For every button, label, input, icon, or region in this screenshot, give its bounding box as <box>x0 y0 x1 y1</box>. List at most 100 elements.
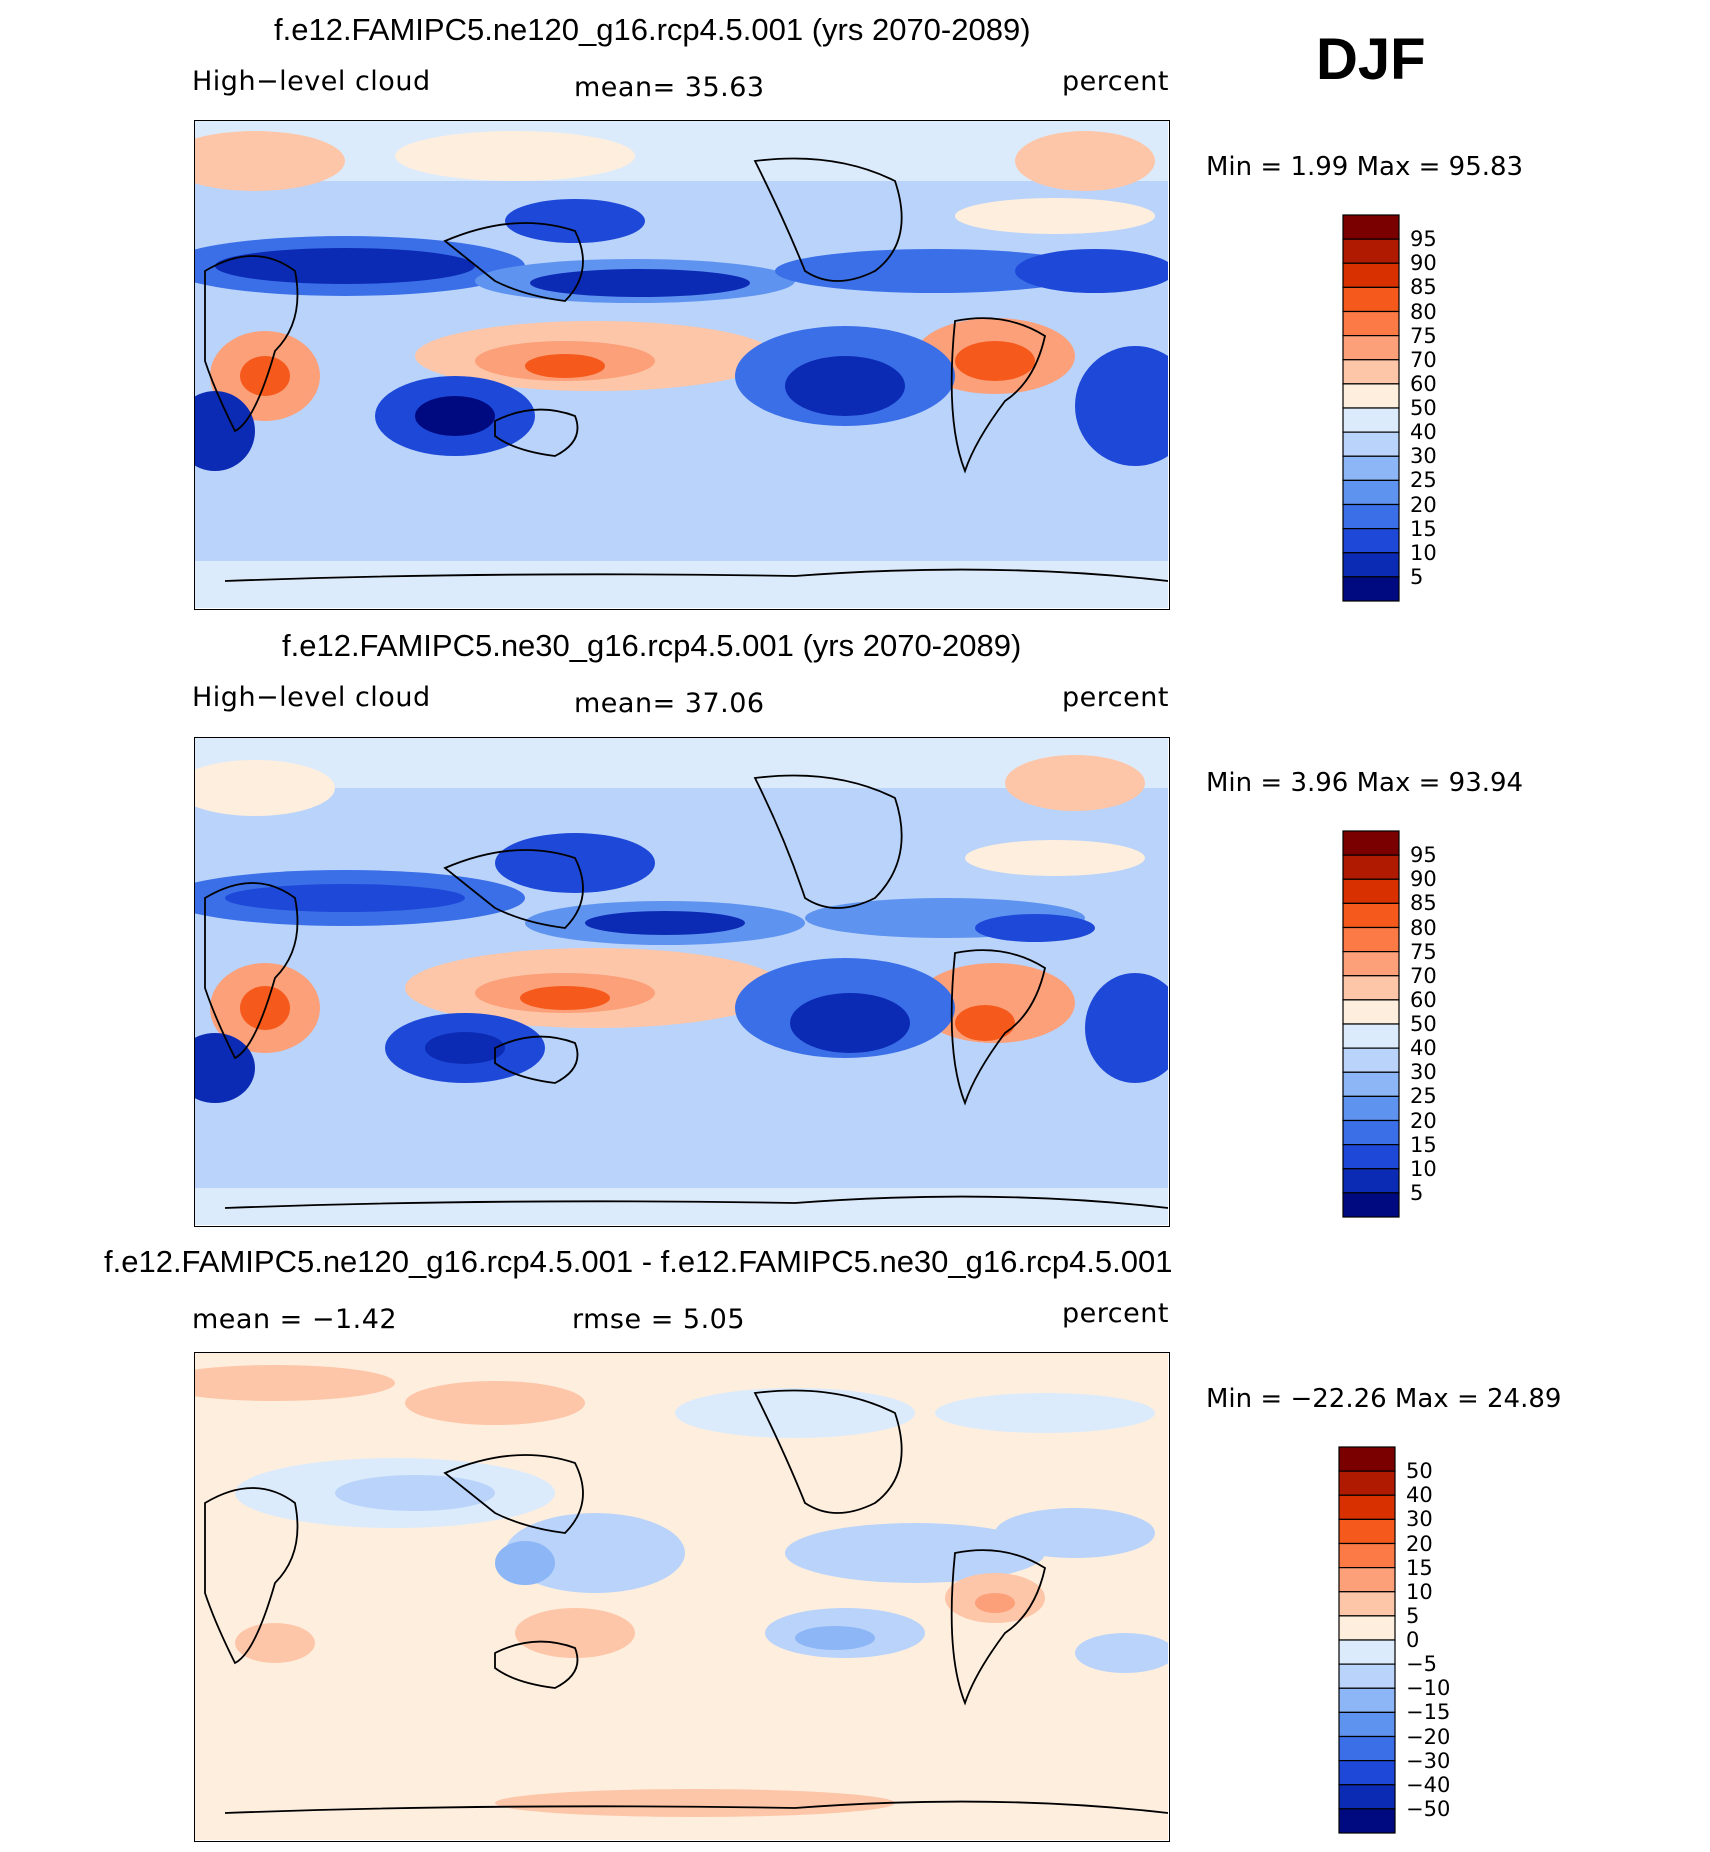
panel2-colorbar-tick-label: 90 <box>1410 867 1437 892</box>
panel2-colorbar-svg <box>1342 830 1400 1218</box>
panel2-colorbar-swatch <box>1342 1047 1400 1073</box>
panel2-region-caribbean <box>975 914 1095 942</box>
panel1-units: percent <box>1062 66 1169 97</box>
panel2-region-s-atlantic <box>1085 973 1169 1083</box>
panel3-rmse: rmse = 5.05 <box>572 1304 746 1335</box>
panel1-region-s-atlantic-west <box>195 391 255 471</box>
panel2-coastlines <box>204 774 1169 1209</box>
panel3-colorbar-tick-label: −50 <box>1406 1796 1451 1821</box>
panel2-colorbar-swatch <box>1342 1119 1400 1146</box>
panel3-colorbar-tick-label: −10 <box>1406 1676 1451 1701</box>
panel1-colorbar-swatch <box>1342 431 1400 457</box>
panel2-colorbar-tick-label: 30 <box>1410 1060 1437 1085</box>
panel3-colorbar-tick-label: 20 <box>1406 1531 1433 1556</box>
panel3-colorbar-svg <box>1338 1446 1396 1834</box>
panel1-region-se-pacific-core <box>785 356 905 416</box>
panel2-colorbar-tick-label: 80 <box>1410 915 1437 940</box>
panel2-region-mc-core <box>520 986 610 1010</box>
panel2-colorbar-swatch <box>1342 975 1400 1001</box>
panel3-region-australia-pos <box>515 1608 635 1658</box>
panel3-minmax: Min = −22.26 Max = 24.89 <box>1206 1384 1562 1414</box>
season-label: DJF <box>1316 27 1426 92</box>
panel3-region-bay-core <box>495 1541 555 1585</box>
panel3-coastlines <box>204 1389 1169 1814</box>
panel2-colorbar-swatch <box>1342 1095 1400 1122</box>
panel1-colorbar-swatch <box>1342 238 1400 264</box>
panel2-region-nw-pacific-core <box>585 911 745 935</box>
panel1-colorbar-swatch <box>1342 576 1400 602</box>
panel1-region-siberia <box>395 131 635 181</box>
panel3-colorbar-swatch <box>1338 1542 1396 1569</box>
panel3-region-arctic-pos <box>195 1365 395 1401</box>
panel2-region-s-atlantic-west <box>195 1033 255 1103</box>
panel3-colorbar-swatch <box>1338 1591 1396 1617</box>
panel3-region-npac-neg <box>675 1388 915 1438</box>
panel3-colorbar-tick-label: −5 <box>1406 1652 1437 1677</box>
panel2-mean: mean= 37.06 <box>574 688 765 719</box>
panel1-region-s-indian-core <box>415 396 495 436</box>
panel3-colorbar-swatch <box>1338 1711 1396 1738</box>
panel3-region-epac-neg <box>785 1523 1045 1583</box>
panel3-colorbar-tick-label: 0 <box>1406 1628 1420 1652</box>
panel1-colorbar-swatch <box>1342 455 1400 481</box>
panel2-colorbar-tick-label: 10 <box>1410 1156 1437 1181</box>
panel1-coastlines <box>204 157 1169 582</box>
panel2-colorbar-swatch <box>1342 1071 1400 1097</box>
panel1-colorbar-swatch <box>1342 383 1400 409</box>
panel3-colorbar-swatch <box>1338 1494 1396 1520</box>
panel1-colorbar-tick-label: 75 <box>1410 323 1437 348</box>
panel3-colorbar-swatch <box>1338 1687 1396 1713</box>
panel3-colorbar-tick-label: 40 <box>1406 1483 1433 1508</box>
panel1-colorbar-swatch <box>1342 286 1400 313</box>
panel1-colorbar-tick-label: 25 <box>1410 468 1437 493</box>
panel2-region-greenland <box>1005 755 1145 811</box>
panel1-region-eurasia-north <box>195 131 345 191</box>
panel3-colorbar <box>1338 1446 1398 1838</box>
panel3-colorbar-tick-label: 5 <box>1406 1603 1420 1628</box>
panel3-region-natl-neg <box>935 1393 1155 1433</box>
panel1-colorbar-tick-label: 5 <box>1410 564 1424 589</box>
panel2-title: f.e12.FAMIPC5.ne30_g16.rcp4.5.001 (yrs 2… <box>282 628 1022 663</box>
panel1-colorbar-tick-label: 20 <box>1410 492 1437 517</box>
panel2-colorbar-tick-label: 85 <box>1410 891 1437 916</box>
panel1-colorbar-tick-label: 95 <box>1410 227 1437 252</box>
panel2-variable-label: High−level cloud <box>192 682 431 713</box>
panel1-region-nw-pacific-core <box>530 269 750 297</box>
panel2-colorbar-swatch <box>1342 854 1400 880</box>
panel2-region-eurasia-north <box>195 760 335 816</box>
panel1-region-mc-core <box>525 354 605 378</box>
panel2-colorbar-swatch <box>1342 1168 1400 1194</box>
panel1-region-africa-core <box>240 356 290 396</box>
panel1-region-atlantic-sub <box>1015 249 1169 293</box>
panel1-region-greenland <box>1015 131 1155 191</box>
panel1-colorbar-swatch <box>1342 310 1400 337</box>
panel2-colorbar-tick-label: 20 <box>1410 1108 1437 1133</box>
panel2-region-east-asia <box>495 833 655 893</box>
panel1-antarctic-band <box>195 561 1168 608</box>
panel1-colorbar-tick-label: 90 <box>1410 251 1437 276</box>
panel1-colorbar-tick-label: 40 <box>1410 420 1437 445</box>
panel1-colorbar-swatch <box>1342 359 1400 385</box>
panel2-colorbar-tick-label: 50 <box>1410 1012 1437 1036</box>
panel2-colorbar-swatch <box>1342 999 1400 1025</box>
panel1-colorbar-svg <box>1342 214 1400 602</box>
panel3-map <box>194 1352 1170 1842</box>
panel3-region-africa-pos <box>235 1623 315 1663</box>
panel2-colorbar-swatch <box>1342 1144 1400 1170</box>
panel1-colorbar-swatch <box>1342 528 1400 554</box>
panel3-colorbar-swatch <box>1338 1735 1396 1762</box>
panel3-colorbar-swatch <box>1338 1639 1396 1665</box>
panel1-colorbar-tick-label: 85 <box>1410 275 1437 300</box>
panel2-colorbar-tick-label: 40 <box>1410 1036 1437 1061</box>
panel1-colorbar-swatch <box>1342 552 1400 578</box>
panel3-region-siberia-pos <box>405 1381 585 1425</box>
panel3-colorbar-tick-label: 30 <box>1406 1507 1433 1532</box>
panel3-colorbar-tick-label: −20 <box>1406 1724 1451 1749</box>
panel1-map-svg <box>195 121 1169 608</box>
panel1-minmax: Min = 1.99 Max = 95.83 <box>1206 152 1524 182</box>
panel3-colorbar-swatch <box>1338 1567 1396 1593</box>
panel1-arctic-band <box>195 121 1168 181</box>
panel1-colorbar-swatch <box>1342 335 1400 361</box>
panel1-variable-label: High−level cloud <box>192 66 431 97</box>
panel2-colorbar-tick-label: 5 <box>1410 1180 1424 1205</box>
